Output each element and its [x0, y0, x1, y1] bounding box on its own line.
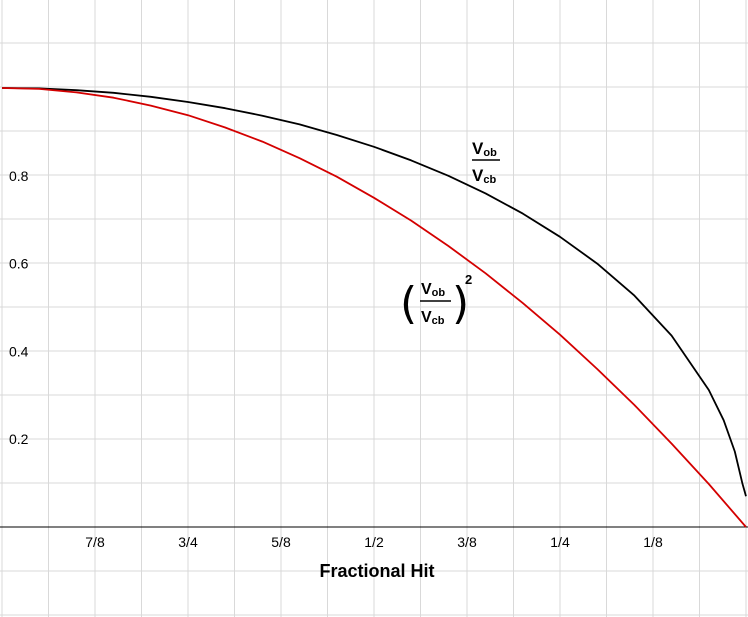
y-tick-label: 0.4	[9, 343, 29, 359]
x-tick-label: 5/8	[271, 534, 291, 550]
y-tick-label: 0.6	[9, 256, 29, 272]
x-tick-label: 3/8	[457, 534, 477, 550]
y-tick-label: 0.8	[9, 168, 29, 184]
right-parenthesis: )	[452, 278, 469, 329]
series-label-ratio: Vob Vcb	[472, 139, 500, 186]
tick-labels: 7/8 3/4 5/8 1/2 3/8 1/4 1/8 0.2 0.4 0.6 0.8	[9, 168, 663, 550]
label-denominator: Vcb	[472, 166, 496, 186]
label-numerator: Vob	[472, 139, 497, 159]
label-denominator: Vcb	[421, 309, 445, 327]
x-tick-label: 1/2	[364, 534, 384, 550]
series-label-ratio-squared: ( Vob Vcb ) 2	[400, 272, 472, 329]
x-tick-label: 7/8	[85, 534, 105, 550]
label-numerator: Vob	[421, 281, 445, 299]
series-line-ratio-squared	[1, 87, 747, 528]
series-line-ratio	[1, 87, 747, 497]
label-exponent: 2	[465, 272, 472, 287]
left-parenthesis: (	[400, 278, 417, 329]
series-layer	[1, 87, 747, 528]
x-tick-label: 1/8	[643, 534, 663, 550]
x-axis-title: Fractional Hit	[319, 561, 434, 581]
x-tick-label: 1/4	[550, 534, 570, 550]
x-tick-label: 3/4	[178, 534, 198, 550]
y-tick-label: 0.2	[9, 431, 29, 447]
